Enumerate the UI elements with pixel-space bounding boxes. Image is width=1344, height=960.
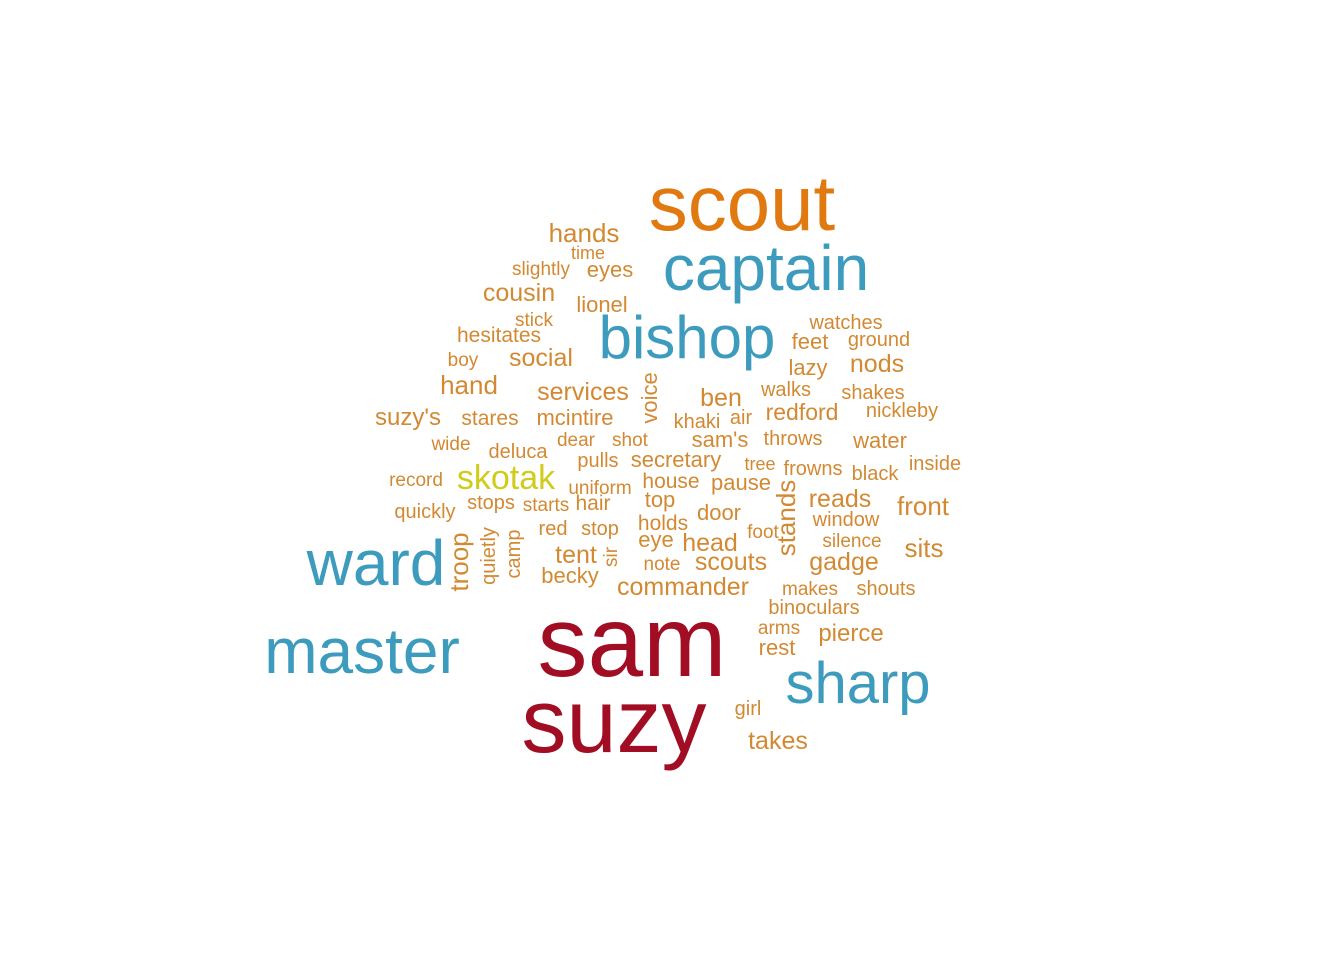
word-girl: girl bbox=[735, 698, 762, 720]
word-door: door bbox=[697, 500, 741, 525]
word-walks: walks bbox=[760, 379, 811, 401]
word-stares: stares bbox=[461, 407, 518, 430]
word-makes: makes bbox=[782, 579, 838, 600]
word-suzy: suzy bbox=[521, 672, 706, 772]
word-ward: ward bbox=[306, 527, 446, 599]
word-nickleby: nickleby bbox=[866, 400, 938, 422]
word-voice: voice bbox=[637, 372, 662, 423]
word-pulls: pulls bbox=[577, 450, 618, 472]
word-bishop: bishop bbox=[599, 304, 776, 371]
word-hesitates: hesitates bbox=[457, 324, 541, 347]
word-throws: throws bbox=[764, 428, 823, 450]
word-window: window bbox=[812, 509, 880, 531]
word-commander: commander bbox=[617, 573, 749, 601]
word-redford: redford bbox=[766, 399, 839, 425]
word-sharp: sharp bbox=[785, 651, 930, 716]
word-troop: troop bbox=[444, 532, 474, 591]
word-foot: foot bbox=[747, 522, 779, 543]
word-frowns: frowns bbox=[784, 458, 843, 480]
word-stop: stop bbox=[581, 518, 619, 540]
word-pause: pause bbox=[711, 470, 771, 495]
word-lionel: lionel bbox=[576, 292, 627, 317]
word-cousin: cousin bbox=[483, 279, 555, 307]
word-house: house bbox=[642, 470, 699, 493]
word-reads: reads bbox=[809, 485, 872, 513]
word-feet: feet bbox=[792, 329, 829, 354]
word-khaki: khaki bbox=[674, 411, 721, 433]
word-becky: becky bbox=[541, 563, 598, 588]
word-scouts: scouts bbox=[695, 548, 767, 576]
word-stands: stands bbox=[771, 480, 801, 557]
word-dear: dear bbox=[557, 430, 596, 451]
word-front: front bbox=[897, 491, 950, 521]
word-hands: hands bbox=[549, 218, 620, 248]
word-arms: arms bbox=[758, 618, 800, 639]
word-takes: takes bbox=[748, 727, 808, 755]
word-inside: inside bbox=[909, 453, 961, 475]
word-scout: scout bbox=[649, 159, 836, 247]
word-tree: tree bbox=[744, 454, 775, 474]
word-eye: eye bbox=[638, 527, 673, 552]
word-slightly: slightly bbox=[512, 259, 571, 280]
word-sam-s: sam's bbox=[692, 427, 749, 452]
word-mcintire: mcintire bbox=[536, 405, 613, 430]
word-skotak: skotak bbox=[457, 459, 556, 497]
word-rest: rest bbox=[759, 635, 796, 660]
word-red: red bbox=[539, 518, 568, 540]
word-wide: wide bbox=[430, 434, 470, 455]
word-watches: watches bbox=[808, 312, 882, 334]
word-sam: sam bbox=[538, 586, 727, 698]
word-record: record bbox=[389, 470, 443, 491]
word-stick: stick bbox=[515, 310, 554, 331]
word-boy: boy bbox=[448, 350, 479, 371]
word-note: note bbox=[644, 554, 681, 575]
word-gadge: gadge bbox=[809, 548, 879, 576]
word-shot: shot bbox=[612, 430, 649, 451]
word-ground: ground bbox=[848, 329, 910, 351]
word-lazy: lazy bbox=[788, 355, 827, 380]
word-binoculars: binoculars bbox=[768, 597, 859, 619]
word-hand: hand bbox=[440, 370, 498, 400]
word-black: black bbox=[852, 463, 900, 485]
word-quietly: quietly bbox=[478, 527, 500, 585]
word-services: services bbox=[537, 378, 629, 406]
word-tent: tent bbox=[555, 541, 597, 569]
word-suzy-s: suzy's bbox=[375, 404, 441, 431]
word-time: time bbox=[571, 243, 605, 263]
word-eyes: eyes bbox=[587, 257, 633, 282]
word-uniform: uniform bbox=[568, 478, 631, 499]
word-secretary: secretary bbox=[631, 447, 721, 472]
word-silence: silence bbox=[822, 531, 881, 552]
word-holds: holds bbox=[638, 512, 688, 535]
word-top: top bbox=[645, 487, 676, 512]
word-nods: nods bbox=[850, 350, 904, 378]
word-camp: camp bbox=[503, 530, 525, 579]
word-starts: starts bbox=[523, 495, 569, 516]
word-air: air bbox=[730, 407, 753, 429]
word-sir: sir bbox=[601, 546, 622, 567]
word-stops: stops bbox=[467, 492, 515, 514]
word-pierce: pierce bbox=[818, 620, 883, 647]
word-water: water bbox=[852, 428, 907, 453]
word-shakes: shakes bbox=[841, 382, 904, 404]
word-quickly: quickly bbox=[394, 501, 455, 523]
word-master: master bbox=[264, 615, 460, 687]
word-social: social bbox=[509, 344, 573, 372]
word-head: head bbox=[682, 529, 738, 557]
word-shouts: shouts bbox=[857, 578, 916, 600]
word-ben: ben bbox=[700, 384, 742, 412]
word-sits: sits bbox=[905, 533, 944, 563]
word-captain: captain bbox=[663, 232, 869, 304]
word-hair: hair bbox=[575, 492, 610, 515]
word-deluca: deluca bbox=[489, 441, 549, 463]
